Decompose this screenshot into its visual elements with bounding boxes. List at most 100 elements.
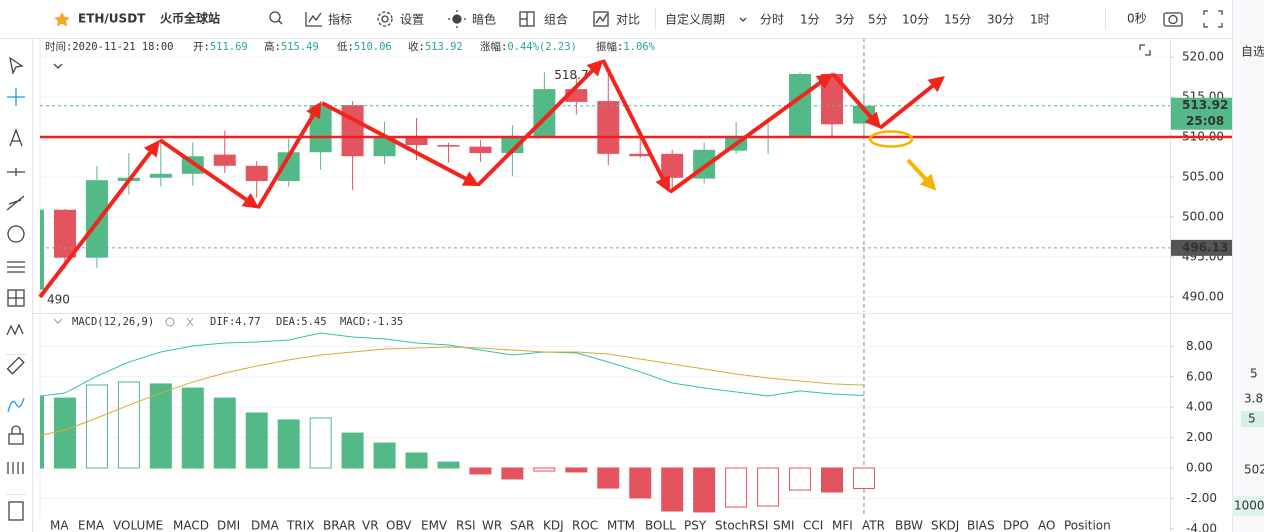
indicator-tab[interactable]: KDJ <box>543 519 564 532</box>
macd-bar <box>469 467 492 475</box>
indicator-tab[interactable]: SKDJ <box>931 519 959 532</box>
macd-bar <box>693 467 716 513</box>
indicator-tab[interactable]: TRIX <box>286 519 314 532</box>
side-badge-bg <box>1241 411 1264 427</box>
dropdown-chevron[interactable] <box>739 17 747 22</box>
info-value: 1.06% <box>623 41 655 53</box>
exchange[interactable]: 火币全球站 <box>160 11 220 26</box>
settings-icon[interactable] <box>377 11 393 27</box>
candle-body <box>597 101 620 154</box>
macd-bar <box>53 397 76 469</box>
period-button[interactable]: 1时 <box>1030 13 1050 27</box>
search-icon[interactable] <box>269 11 283 25</box>
info-item: 收:513.92 <box>408 40 463 53</box>
timer: 0秒 <box>1127 12 1147 26</box>
indicator-tab[interactable]: RSI <box>456 519 476 532</box>
macd-bar <box>725 467 748 508</box>
indicator-tab[interactable]: DMA <box>251 519 280 532</box>
collapse-chevron[interactable] <box>53 63 63 69</box>
expand-icon[interactable] <box>1139 44 1151 56</box>
indicator-tab[interactable]: VR <box>362 519 379 532</box>
info-item: 振幅:1.06% <box>596 40 656 53</box>
indicator-tab[interactable]: MACD <box>173 519 209 532</box>
macd-close[interactable] <box>186 317 194 327</box>
indicator-tab[interactable]: BBW <box>895 519 923 532</box>
toolbar-button[interactable]: 对比 <box>616 13 640 27</box>
indicator-tab[interactable]: OBV <box>386 519 412 532</box>
indicator-tab[interactable]: BIAS <box>967 519 995 532</box>
macd-bar <box>597 467 620 489</box>
indicator-tab[interactable]: ATR <box>862 519 885 532</box>
indicator-tab[interactable]: MTM <box>607 519 635 532</box>
info-value: 511.69 <box>210 41 248 53</box>
compare-icon[interactable] <box>593 11 609 27</box>
indicator-tab[interactable]: ROC <box>572 519 598 532</box>
countdown-label: 25:08 <box>1186 114 1224 128</box>
toolbar-button[interactable]: 设置 <box>400 13 424 27</box>
info-item: 低:510.06 <box>337 40 392 53</box>
indicator-tab[interactable]: DPO <box>1003 519 1029 532</box>
info-label: 时间: <box>45 40 72 53</box>
macd-bar <box>309 417 332 469</box>
period-button[interactable]: 10分 <box>902 13 929 27</box>
favorite-star[interactable] <box>54 12 70 27</box>
indicator-tab[interactable]: EMV <box>421 519 448 532</box>
macd-pane <box>40 314 1170 516</box>
indicator-icon[interactable] <box>305 12 322 27</box>
macd-collapse[interactable] <box>53 318 63 324</box>
macd-bar <box>852 467 875 490</box>
left-tools[interactable] <box>6 56 25 521</box>
indicator-tab[interactable]: BOLL <box>645 519 676 532</box>
low-label: 490 <box>47 293 70 307</box>
indicator-tab[interactable]: EMA <box>78 519 105 532</box>
period-button[interactable]: 5分 <box>868 13 888 27</box>
toolbar-button[interactable]: 指标 <box>328 12 352 27</box>
layout-icon[interactable] <box>519 11 535 27</box>
indicator-tab[interactable]: BRAR <box>323 519 356 532</box>
y-tick-label: 500.00 <box>1182 209 1224 223</box>
indicator-tab[interactable]: SAR <box>510 519 534 532</box>
y-tick-label: 6.00 <box>1186 369 1213 383</box>
macd-settings[interactable] <box>165 317 175 327</box>
fullscreen-icon[interactable] <box>1203 10 1223 28</box>
indicator-tab[interactable]: DMI <box>217 519 240 532</box>
toolbar-button[interactable]: 组合 <box>544 12 568 27</box>
indicator-tab[interactable]: WR <box>482 519 502 532</box>
custom-period[interactable]: 自定义周期 <box>665 12 725 27</box>
indicator-tab[interactable]: CCI <box>803 519 823 532</box>
side-change: 3.88 <box>1244 392 1264 406</box>
indicator-tab[interactable]: MFI <box>832 519 853 532</box>
info-value: 0.44%(2.23) <box>507 41 577 53</box>
indicator-tab[interactable]: Position <box>1064 519 1111 532</box>
period-button[interactable]: 1分 <box>800 13 820 27</box>
screenshot-icon[interactable] <box>1163 12 1183 27</box>
theme-icon[interactable] <box>448 10 466 28</box>
candle-body <box>53 209 76 258</box>
indicator-tab[interactable]: AO <box>1038 519 1055 532</box>
macd-bar <box>789 467 812 491</box>
symbol[interactable]: ETH/USDT <box>78 12 146 26</box>
period-button[interactable]: 分时 <box>760 13 784 27</box>
indicator-tab[interactable]: SMI <box>773 519 795 532</box>
indicator-tab[interactable]: MA <box>50 519 69 532</box>
mark-price-box <box>1171 239 1232 256</box>
period-button[interactable]: 3分 <box>835 13 855 27</box>
candle-body <box>373 137 396 157</box>
macd-bar <box>277 419 300 469</box>
info-label: 振幅: <box>596 40 623 53</box>
indicator-tab[interactable]: PSY <box>684 519 707 532</box>
y-tick-label: 520.00 <box>1182 50 1224 64</box>
indicator-tab[interactable]: VOLUME <box>113 519 163 532</box>
period-button[interactable]: 15分 <box>944 13 971 27</box>
indicator-tab[interactable]: StochRSI <box>715 519 768 532</box>
period-button[interactable]: 30分 <box>987 13 1014 27</box>
candle-body <box>405 137 428 146</box>
y-tick-label: -2.00 <box>1186 491 1217 505</box>
candle-body <box>213 154 236 166</box>
candle-body <box>40 209 44 290</box>
toolbar-button[interactable]: 暗色 <box>472 12 496 27</box>
macd-bar <box>85 384 108 469</box>
info-item: 开:511.69 <box>193 41 248 53</box>
macd-readout: MACD:-1.35 <box>340 316 403 328</box>
